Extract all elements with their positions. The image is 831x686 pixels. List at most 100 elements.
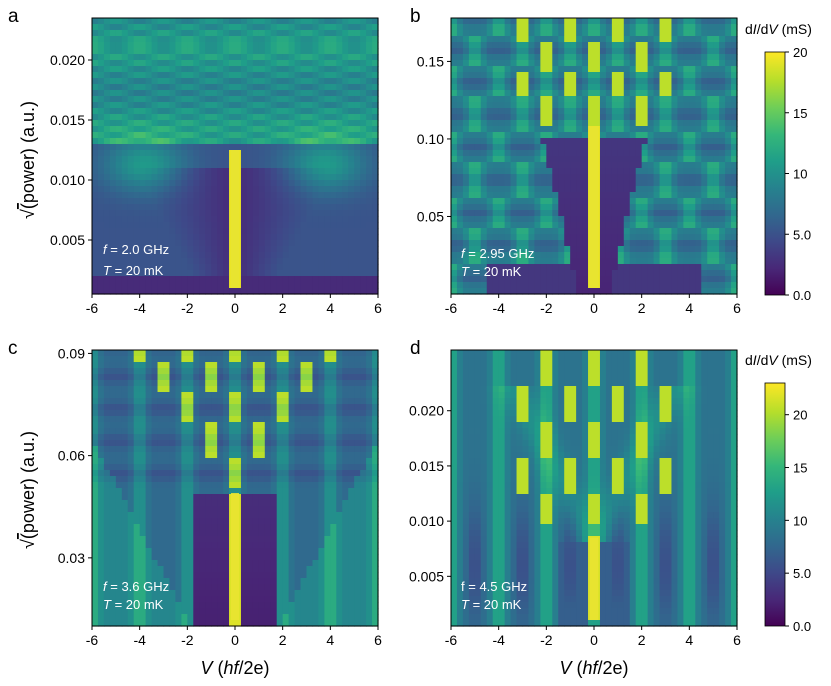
heatmap-cell — [665, 216, 673, 223]
heatmap-cell — [294, 264, 302, 271]
heatmap-cell — [677, 276, 684, 283]
heatmap-cell — [342, 126, 349, 133]
heatmap-cell — [336, 264, 343, 271]
heatmap-cell — [252, 54, 260, 61]
heatmap-cell — [695, 150, 702, 157]
heatmap-cell — [193, 210, 200, 217]
heatmap-cell — [516, 186, 524, 193]
heatmap-cell — [187, 210, 194, 217]
heatmap-cell — [157, 156, 165, 163]
heatmap-cell — [516, 150, 524, 157]
heatmap-cell — [330, 210, 337, 217]
heatmap-cell — [330, 54, 337, 61]
heatmap-cell — [270, 114, 278, 121]
heatmap-cell — [324, 222, 331, 229]
heatmap-cell — [336, 276, 343, 283]
heatmap-cell — [480, 222, 488, 229]
heatmap-cell — [288, 84, 296, 91]
heatmap-cell — [468, 198, 476, 205]
heatmap-cell — [229, 66, 236, 73]
heatmap-cell — [92, 48, 99, 55]
heatmap-cell — [504, 150, 512, 157]
heatmap-cell — [677, 120, 684, 127]
heatmap-cell — [492, 66, 500, 73]
heatmap-cell — [217, 174, 224, 181]
heatmap-cell — [139, 276, 147, 283]
heatmap-cell — [133, 168, 141, 175]
heatmap-cell — [175, 410, 182, 417]
heatmap-cell — [157, 288, 165, 295]
heatmap-cell — [324, 120, 331, 127]
heatmap-cell — [611, 168, 619, 175]
heatmap-cell — [366, 78, 373, 85]
heatmap-cell — [689, 144, 696, 151]
heatmap-cell — [282, 156, 290, 163]
heatmap-cell — [623, 240, 631, 247]
heatmap-cell — [659, 114, 667, 121]
heatmap-cell — [719, 186, 726, 193]
heatmap-cell — [516, 42, 524, 49]
heatmap-cell — [127, 186, 135, 193]
heatmap-cell — [372, 234, 379, 241]
heatmap-cell — [306, 48, 314, 55]
heatmap-cell — [312, 240, 320, 247]
heatmap-cell — [211, 374, 218, 381]
heatmap-cell — [109, 216, 117, 223]
heatmap-cell — [617, 60, 625, 67]
heatmap-cell — [330, 270, 337, 277]
heatmap-cell — [300, 198, 308, 205]
heatmap-cell — [92, 380, 99, 387]
heatmap-cell — [223, 162, 230, 169]
heatmap-cell — [486, 240, 494, 247]
heatmap-cell — [217, 350, 224, 357]
heatmap-cell — [366, 362, 373, 369]
heatmap-cell — [151, 410, 159, 417]
heatmap-cell — [623, 174, 631, 181]
heatmap-cell — [163, 392, 171, 399]
heatmap-cell — [97, 60, 105, 67]
heatmap-cell — [342, 102, 349, 109]
heatmap-cell — [623, 108, 631, 115]
heatmap-cell — [187, 180, 194, 187]
heatmap-cell — [504, 96, 512, 103]
heatmap-cell — [451, 60, 458, 67]
heatmap-cell — [516, 108, 524, 115]
heatmap-cell — [223, 288, 230, 295]
heatmap-cell — [181, 276, 188, 283]
heatmap-cell — [617, 24, 625, 31]
heatmap-cell — [552, 84, 559, 91]
heatmap-cell — [223, 18, 230, 25]
heatmap-cell — [576, 78, 583, 85]
heatmap-cell — [516, 228, 524, 235]
heatmap-cell — [169, 192, 177, 199]
heatmap-cell — [605, 228, 613, 235]
heatmap-cell — [366, 350, 373, 357]
heatmap-cell — [187, 240, 194, 247]
heatmap-cell — [617, 204, 625, 211]
heatmap-cell — [312, 216, 320, 223]
heatmap-cell — [252, 240, 260, 247]
heatmap-cell — [211, 356, 218, 363]
heatmap-cell — [205, 30, 212, 37]
heatmap-cell — [498, 258, 506, 265]
heatmap-cell — [318, 18, 325, 25]
heatmap-cell — [276, 368, 284, 375]
heatmap-cell — [139, 270, 147, 277]
heatmap-cell — [217, 78, 224, 85]
heatmap-cell — [235, 102, 242, 109]
heatmap-cell — [653, 204, 661, 211]
heatmap-cell — [121, 66, 129, 73]
heatmap-cell — [474, 258, 482, 265]
heatmap-cell — [360, 132, 367, 139]
heatmap-cell — [653, 156, 661, 163]
heatmap-cell — [169, 216, 177, 223]
heatmap-cell — [348, 150, 355, 157]
heatmap-cell — [492, 186, 500, 193]
heatmap-cell — [462, 234, 470, 241]
heatmap-cell — [468, 168, 476, 175]
heatmap-cell — [115, 368, 123, 375]
heatmap-cell — [474, 174, 482, 181]
heatmap-cell — [217, 356, 224, 363]
heatmap-cell — [306, 84, 314, 91]
heatmap-cell — [127, 168, 135, 175]
